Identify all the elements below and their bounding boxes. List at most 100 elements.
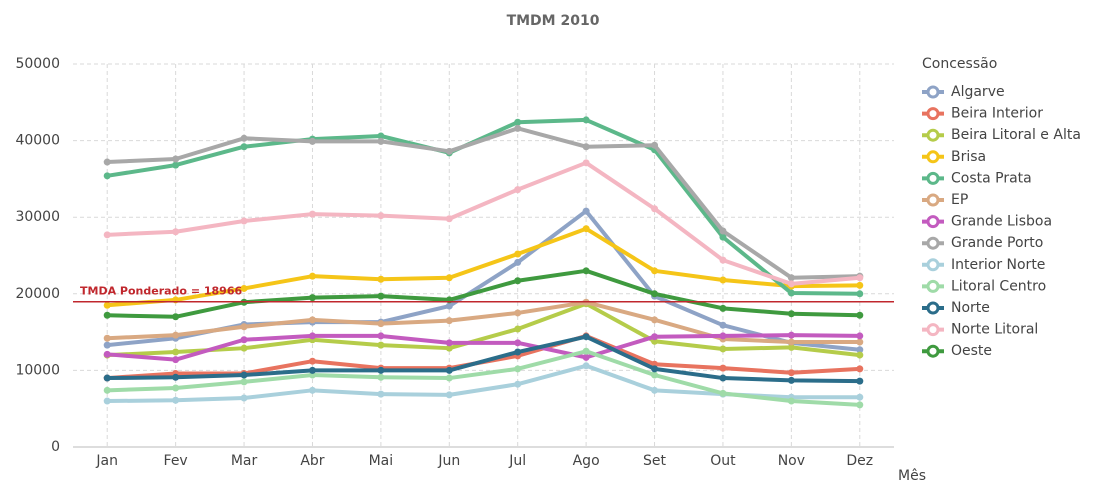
- point: [582, 116, 590, 124]
- point: [445, 391, 453, 399]
- chart-title: TMDM 2010: [507, 13, 600, 29]
- point: [856, 351, 864, 359]
- y-tick-label: 40000: [15, 133, 60, 149]
- x-tick-label: Ago: [573, 453, 600, 469]
- point: [240, 284, 248, 292]
- legend-marker: [926, 323, 940, 337]
- point: [514, 309, 522, 317]
- legend-marker: [926, 301, 940, 315]
- point: [103, 386, 111, 394]
- point: [445, 344, 453, 352]
- point: [308, 210, 316, 218]
- point: [856, 365, 864, 373]
- y-tick-label: 20000: [15, 286, 60, 302]
- point: [719, 345, 727, 353]
- point: [582, 362, 590, 370]
- reference-label: TMDA Ponderado = 18966: [80, 285, 242, 298]
- x-axis-label: Mês: [898, 468, 926, 483]
- x-tick-label: Dez: [846, 453, 873, 469]
- point: [308, 316, 316, 324]
- legend-marker: [926, 107, 940, 121]
- x-tick-label: Jun: [437, 453, 460, 469]
- point: [172, 373, 180, 381]
- point: [103, 350, 111, 358]
- point: [240, 336, 248, 344]
- point: [856, 346, 864, 354]
- point: [787, 369, 795, 377]
- point: [377, 366, 385, 374]
- point: [308, 294, 316, 302]
- point: [377, 132, 385, 140]
- point: [582, 159, 590, 167]
- legend-title: Concessão: [922, 56, 997, 72]
- point: [856, 281, 864, 289]
- point: [719, 227, 727, 235]
- point: [582, 267, 590, 275]
- series-line: [106, 117, 860, 296]
- point: [172, 356, 180, 364]
- point: [514, 118, 522, 126]
- legend-label: Litoral Centro: [951, 278, 1046, 294]
- legend-label: Beira Litoral e Alta: [951, 127, 1081, 143]
- point: [240, 394, 248, 402]
- legend-marker: [926, 193, 940, 207]
- point: [240, 217, 248, 225]
- point: [240, 134, 248, 142]
- point: [240, 371, 248, 379]
- series-line: [107, 126, 860, 280]
- point: [582, 353, 590, 361]
- point: [377, 390, 385, 398]
- point: [651, 290, 659, 298]
- legend-label: Oeste: [951, 343, 992, 359]
- point: [172, 228, 180, 236]
- point: [719, 304, 727, 312]
- y-tick-label: 10000: [15, 362, 60, 378]
- point: [514, 365, 522, 373]
- point: [787, 376, 795, 384]
- point: [719, 276, 727, 284]
- point: [787, 338, 795, 346]
- point: [172, 331, 180, 339]
- point: [103, 301, 111, 309]
- point: [514, 325, 522, 333]
- x-tick-label: Jul: [508, 453, 526, 469]
- point: [582, 347, 590, 355]
- point: [651, 205, 659, 213]
- point: [719, 364, 727, 372]
- point: [103, 397, 111, 405]
- point: [787, 343, 795, 351]
- point: [719, 321, 727, 329]
- point: [308, 137, 316, 145]
- point: [651, 365, 659, 373]
- point: [103, 172, 111, 180]
- point: [719, 374, 727, 382]
- point: [240, 378, 248, 386]
- point: [719, 233, 727, 241]
- series-line: [107, 349, 860, 407]
- point: [651, 316, 659, 324]
- x-tick-label: Abr: [300, 453, 324, 469]
- point: [172, 313, 180, 321]
- x-tick-label: Out: [710, 453, 736, 469]
- series-line: [107, 334, 860, 384]
- legend-marker: [926, 258, 940, 272]
- point: [856, 290, 864, 298]
- point: [172, 396, 180, 404]
- point: [719, 332, 727, 340]
- legend-marker: [926, 150, 940, 164]
- point: [856, 338, 864, 346]
- point: [514, 277, 522, 285]
- legend-marker: [926, 279, 940, 293]
- legend-label: Norte: [951, 300, 990, 316]
- point: [719, 389, 727, 397]
- point: [787, 397, 795, 405]
- point: [514, 258, 522, 266]
- point: [377, 275, 385, 283]
- point: [377, 341, 385, 349]
- point: [514, 250, 522, 258]
- x-tick-label: Nov: [778, 453, 805, 469]
- series-line: [107, 226, 860, 308]
- point: [582, 207, 590, 215]
- legend-label: Algarve: [951, 84, 1005, 100]
